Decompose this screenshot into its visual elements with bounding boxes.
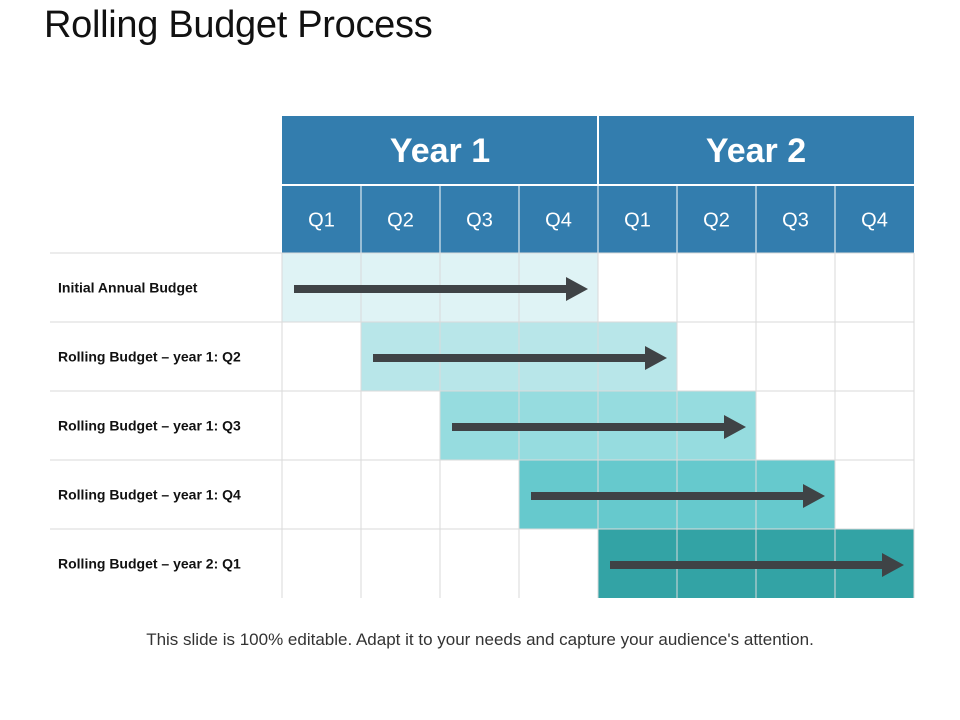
quarter-header-label: Q2 (387, 210, 414, 232)
timeline-arrow (373, 346, 667, 370)
row-label: Initial Annual Budget (58, 280, 198, 296)
year-header-label: Year 2 (706, 132, 806, 170)
year-header-label: Year 1 (390, 132, 490, 170)
quarter-header-cell (519, 186, 598, 253)
year-header-cell (598, 116, 914, 184)
timeline-arrow (452, 415, 746, 439)
row-label: Rolling Budget – year 1: Q4 (58, 487, 241, 503)
quarter-header-cell (440, 186, 519, 253)
timeline-arrow (294, 277, 588, 301)
year-header-cell (282, 116, 598, 184)
quarter-header-label: Q4 (861, 210, 888, 232)
quarter-header-label: Q2 (703, 210, 730, 232)
quarter-header-label: Q3 (782, 210, 809, 232)
quarter-header-cell (835, 186, 914, 253)
row-label: Rolling Budget – year 1: Q2 (58, 349, 241, 365)
quarter-header-cell (282, 186, 361, 253)
quarter-header-cell (361, 186, 440, 253)
quarter-header-label: Q4 (545, 210, 572, 232)
quarter-header-label: Q1 (624, 210, 651, 232)
quarter-header-cell (677, 186, 756, 253)
quarter-header-cell (598, 186, 677, 253)
row-label: Rolling Budget – year 2: Q1 (58, 556, 241, 572)
row-label: Rolling Budget – year 1: Q3 (58, 418, 241, 434)
timeline-arrow (531, 484, 825, 508)
slide-title: Rolling Budget Process (44, 4, 433, 46)
quarter-header-label: Q3 (466, 210, 493, 232)
quarter-header-label: Q1 (308, 210, 335, 232)
timeline-arrow (610, 553, 904, 577)
footer-note: This slide is 100% editable. Adapt it to… (146, 630, 814, 649)
quarter-header-cell (756, 186, 835, 253)
